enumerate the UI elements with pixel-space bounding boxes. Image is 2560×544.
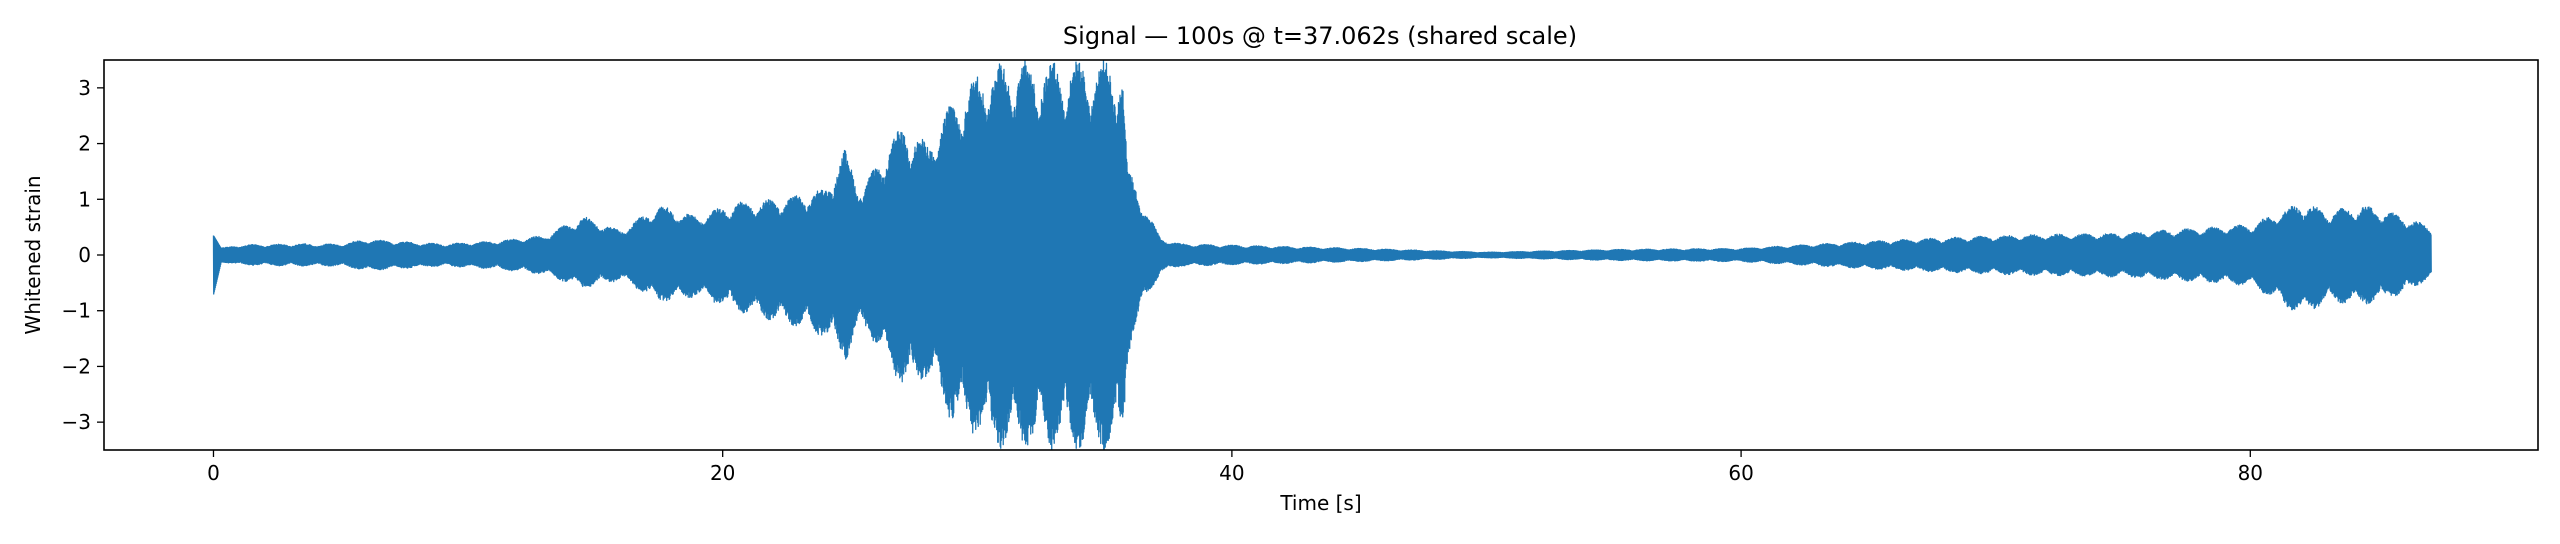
x-axis-ticks: 0 20 40 60 80 [207, 450, 2263, 485]
y-tick-label: −2 [62, 354, 91, 378]
chart-title: Signal — 100s @ t=37.062s (shared scale) [1063, 22, 1577, 50]
signal-series-line [212, 60, 2432, 450]
x-axis-label: Time [s] [1279, 491, 1361, 515]
y-tick-label: 2 [78, 132, 91, 156]
y-tick-label: 1 [78, 187, 91, 211]
y-tick-label: 3 [78, 76, 91, 100]
y-tick-label: −1 [62, 299, 91, 323]
y-axis-ticks: −3 −2 −1 0 1 2 3 [62, 76, 104, 434]
x-tick-label: 60 [1728, 461, 1753, 485]
x-tick-label: 40 [1219, 461, 1244, 485]
x-tick-label: 20 [710, 461, 735, 485]
y-tick-label: 0 [78, 243, 91, 267]
x-tick-label: 0 [207, 461, 220, 485]
y-tick-label: −3 [62, 410, 91, 434]
y-axis-label: Whitened strain [21, 175, 45, 334]
x-tick-label: 80 [2238, 461, 2263, 485]
plot-area [212, 60, 2432, 450]
